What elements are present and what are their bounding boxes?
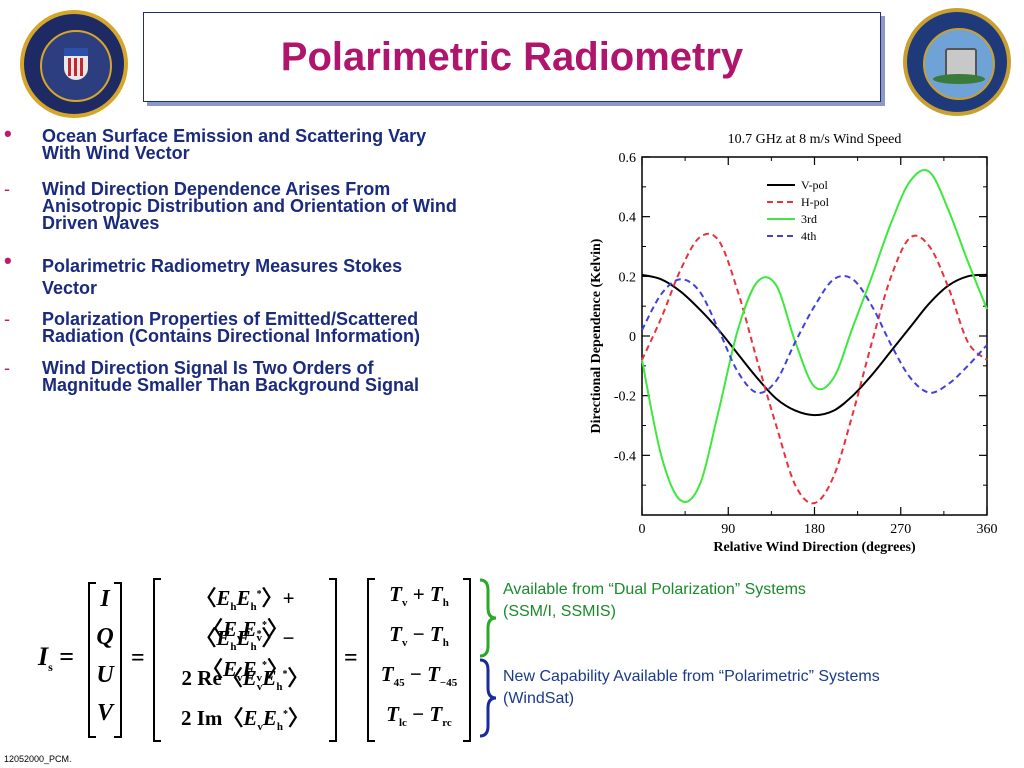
series-line-h-pol (641, 232, 988, 505)
title-box: Polarimetric Radiometry (143, 12, 881, 102)
field-correlation-vector: 〈EhEh*〉+〈EvEv*〉 〈EhEh*〉−〈EvEv*〉 2 Re〈EvE… (153, 578, 337, 742)
stokes-vector: I Q U V (88, 582, 122, 738)
page-title: Polarimetric Radiometry (280, 35, 744, 79)
legend-label: 3rd (801, 212, 817, 226)
legend-label: H-pol (801, 195, 830, 209)
y-tick-label: 0.4 (619, 211, 637, 226)
bullet-line: Radiation (Contains Directional Informat… (42, 326, 421, 346)
y-tick-label: 0 (629, 330, 636, 345)
x-tick-label: 180 (804, 522, 825, 537)
y-tick-label: 0.6 (619, 151, 637, 166)
chart-y-axis-label: Directional Dependence (Kelvin) (589, 238, 604, 433)
bullet-line: With Wind Vector (42, 143, 190, 163)
note-polarimetric-line-2: (WindSat) (503, 690, 575, 707)
footer-code: 12052000_PCM. (4, 754, 72, 764)
y-tick-label: -0.2 (614, 390, 636, 405)
chart-plot-area: 0 90 180 270 360 -0.4 -0.2 0 0.2 0.4 0.6 V-pol H-pol… (614, 151, 998, 537)
bullet-line: Polarization Properties of Emitted/Scatt… (42, 309, 419, 329)
bullet-marker: • (4, 121, 12, 146)
bullet-line: Polarimetric Radiometry Measures Stokes (42, 256, 403, 276)
bullet-text: Wind Direction Dependence Arises From Ani… (42, 179, 457, 233)
nrl-seal-logo (20, 10, 128, 118)
wind-direction-chart: 10.7 GHz at 8 m/s Wind Speed Relative Wi… (589, 132, 998, 555)
dash-bullet-marker: - (4, 179, 10, 199)
x-tick-label: 270 (890, 522, 911, 537)
bullet-text: Polarimetric Radiometry Measures Stokes V… (42, 255, 402, 299)
x-tick-label: 0 (639, 522, 646, 537)
bullet-line: Magnitude Smaller Than Background Signal (42, 375, 420, 395)
x-tick-label: 90 (721, 522, 735, 537)
bullet-text: Ocean Surface Emission and Scattering Va… (42, 126, 427, 163)
chart-frame (641, 156, 988, 516)
note-dual-line-1: Available from “Dual Polarization” Syste… (503, 581, 806, 598)
bullet-line: Wind Direction Signal Is Two Orders of (42, 358, 374, 378)
bullet-text: Polarization Properties of Emitted/Scatt… (42, 309, 421, 346)
note-polarimetric-line-1: New Capability Available from “Polarimet… (503, 668, 880, 685)
bullet-line: Anisotropic Distribution and Orientation… (42, 196, 457, 216)
bullet-line: Vector (42, 278, 98, 298)
chart-x-axis-label: Relative Wind Direction (degrees) (713, 540, 916, 555)
bullet-text: Wind Direction Signal Is Two Orders of Ma… (42, 358, 420, 395)
note-polarimetric: New Capability Available from “Polarimet… (503, 666, 880, 710)
curly-braces (479, 578, 497, 738)
series-line-4th (641, 274, 988, 394)
windsat-seal-logo (903, 8, 1011, 116)
series-line-3rd (641, 169, 988, 503)
legend-label: 4th (801, 229, 816, 243)
bullet-marker: • (4, 248, 12, 273)
bullet-line: Wind Direction Dependence Arises From (42, 179, 391, 199)
y-tick-label: 0.2 (619, 270, 637, 285)
dash-bullet-marker: - (4, 358, 10, 378)
y-tick-label: -0.4 (614, 449, 636, 464)
equation-lhs: Is = (38, 642, 75, 675)
bullet-line: Ocean Surface Emission and Scattering Va… (42, 126, 427, 146)
series-line-v-pol (641, 273, 988, 417)
equals-sign-2: = (344, 645, 358, 671)
note-dual-polarization: Available from “Dual Polarization” Syste… (503, 579, 806, 623)
chart-title: 10.7 GHz at 8 m/s Wind Speed (728, 132, 902, 147)
legend-label: V-pol (801, 178, 829, 192)
x-tick-label: 360 (977, 522, 998, 537)
dash-bullet-marker: - (4, 309, 10, 329)
brightness-temperature-vector: Tv + Th Tv − Th T45 − T−45 Tlc − Trc (367, 578, 471, 742)
bullet-line: Driven Waves (42, 213, 160, 233)
equals-sign: = (131, 645, 145, 671)
note-dual-line-2: (SSM/I, SSMIS) (503, 603, 616, 620)
